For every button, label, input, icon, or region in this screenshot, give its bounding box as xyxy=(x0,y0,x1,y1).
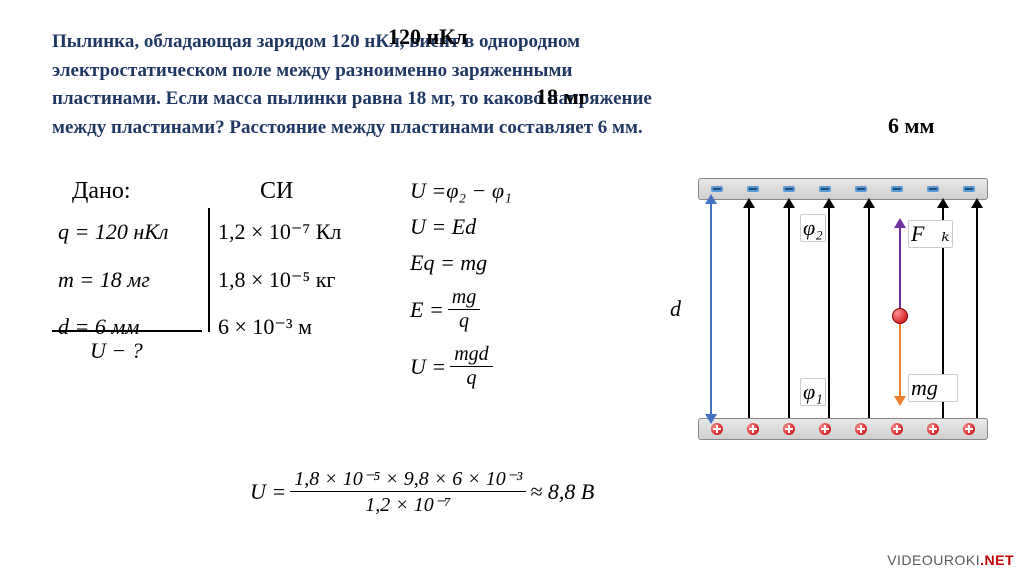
si-m: 1,8 × 10⁻⁵ кг xyxy=(218,260,341,300)
d-label: d xyxy=(668,296,683,322)
formula-5-lhs: U = xyxy=(410,354,446,380)
formula-4-den: q xyxy=(455,310,473,333)
capacitor-diagram: d φ₂ φ₁ F⃗ₖ mg⃗ xyxy=(698,178,988,440)
final-num: 1,8 × 10⁻⁵ × 9,8 × 6 × 10⁻³ xyxy=(290,466,526,492)
problem-line-3: пластинами. Если масса пылинки равна 18 … xyxy=(52,85,964,114)
mg-label: mg⃗ xyxy=(908,374,958,402)
problem-statement: Пылинка, обладающая зарядом 120 нКл, вис… xyxy=(52,28,964,142)
pos-charge-icon xyxy=(819,423,831,435)
formula-1-lhs: U = xyxy=(410,178,446,204)
unknown-quantity: U − ? xyxy=(90,338,143,364)
neg-charge-icon xyxy=(927,186,939,192)
overlay-mass: 18 мг xyxy=(536,84,588,110)
formula-4-frac: mg q xyxy=(448,286,480,333)
final-den: 1,2 × 10⁻⁷ xyxy=(361,492,455,517)
formulas-block: U = φ₂ − φ₁ U = Ed Eq = mg E = mg q U = … xyxy=(410,178,512,400)
formula-1: U = φ₂ − φ₁ xyxy=(410,178,512,204)
formula-1-rhs: φ₂ − φ₁ xyxy=(446,178,511,204)
phi2-label: φ₂ xyxy=(800,214,826,242)
given-q: q = 120 нКл xyxy=(58,212,168,252)
neg-charge-icon xyxy=(855,186,867,192)
si-d: 6 × 10⁻³ м xyxy=(218,307,341,347)
neg-charge-icon xyxy=(711,186,723,192)
pos-charge-icon xyxy=(891,423,903,435)
si-q: 1,2 × 10⁻⁷ Кл xyxy=(218,212,341,252)
pos-charge-icon xyxy=(711,423,723,435)
top-plate xyxy=(698,178,988,200)
given-header: Дано: xyxy=(72,178,131,205)
phi1-label: φ₁ xyxy=(800,378,826,406)
neg-charge-icon xyxy=(783,186,795,192)
formula-4-lhs: E = xyxy=(410,297,444,323)
problem-line-1: Пылинка, обладающая зарядом 120 нКл, вис… xyxy=(52,28,964,57)
given-m: m = 18 мг xyxy=(58,260,168,300)
formula-5-frac: mgd q xyxy=(450,343,492,390)
formula-5-num: mgd xyxy=(450,343,492,367)
watermark-suffix: .NET xyxy=(980,552,1014,568)
formula-2: U = Ed xyxy=(410,214,512,240)
pos-charge-icon xyxy=(963,423,975,435)
problem-line-2: электростатическом поле между разноименн… xyxy=(52,57,964,86)
dust-particle xyxy=(892,308,908,324)
formula-5-den: q xyxy=(462,367,480,390)
gravity-force-arrow xyxy=(899,324,901,398)
pos-charge-icon xyxy=(927,423,939,435)
overlay-charge: 120 нКл xyxy=(388,24,467,50)
si-column: 1,2 × 10⁻⁷ Кл 1,8 × 10⁻⁵ кг 6 × 10⁻³ м xyxy=(218,212,341,355)
pos-charge-icon xyxy=(855,423,867,435)
neg-charge-icon xyxy=(963,186,975,192)
problem-line-4: между пластинами? Расстояние между пласт… xyxy=(52,114,964,143)
overlay-distance: 6 мм xyxy=(888,113,934,139)
formula-3: Eq = mg xyxy=(410,250,512,276)
horizontal-divider xyxy=(52,330,202,332)
coulomb-force-arrow xyxy=(899,226,901,310)
distance-arrow xyxy=(710,202,712,416)
neg-charge-icon xyxy=(747,186,759,192)
final-lhs: U = xyxy=(250,479,286,505)
pos-charge-icon xyxy=(747,423,759,435)
watermark: VIDEOUROKI.NET xyxy=(887,552,1014,568)
fk-label: F⃗ₖ xyxy=(908,220,953,248)
neg-charge-icon xyxy=(819,186,831,192)
field-line xyxy=(828,206,830,418)
bottom-plate xyxy=(698,418,988,440)
formula-4-num: mg xyxy=(448,286,480,310)
formula-4: E = mg q xyxy=(410,286,512,333)
watermark-main: VIDEOUROKI xyxy=(887,552,980,568)
neg-charge-icon xyxy=(891,186,903,192)
given-column: q = 120 нКл m = 18 мг d = 6 мм xyxy=(58,212,168,355)
field-line xyxy=(788,206,790,418)
vertical-divider xyxy=(208,208,210,332)
field-line xyxy=(976,206,978,418)
final-result: ≈ 8,8 В xyxy=(530,479,594,505)
final-frac: 1,8 × 10⁻⁵ × 9,8 × 6 × 10⁻³ 1,2 × 10⁻⁷ xyxy=(290,466,526,517)
final-calculation: U = 1,8 × 10⁻⁵ × 9,8 × 6 × 10⁻³ 1,2 × 10… xyxy=(250,466,594,517)
field-line xyxy=(748,206,750,418)
field-line xyxy=(868,206,870,418)
pos-charge-icon xyxy=(783,423,795,435)
si-header: СИ xyxy=(260,178,293,205)
formula-5: U = mgd q xyxy=(410,343,512,390)
